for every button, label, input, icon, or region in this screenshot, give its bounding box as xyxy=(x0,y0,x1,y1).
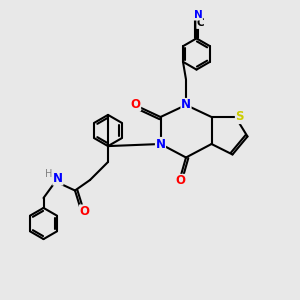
Text: S: S xyxy=(236,110,244,124)
Text: C: C xyxy=(197,18,205,28)
Text: H: H xyxy=(45,169,52,179)
Text: N: N xyxy=(155,137,166,151)
Text: O: O xyxy=(175,174,185,188)
Text: O: O xyxy=(130,98,141,111)
Text: N: N xyxy=(181,98,191,112)
Text: O: O xyxy=(80,205,90,218)
Text: N: N xyxy=(53,172,63,185)
Text: N: N xyxy=(194,10,202,20)
